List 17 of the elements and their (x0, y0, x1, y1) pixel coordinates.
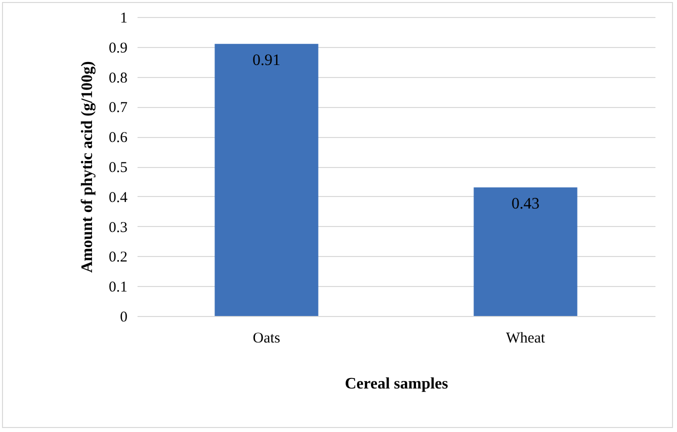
x-tick-label: Wheat (506, 330, 546, 346)
y-tick-label: 0.3 (108, 220, 128, 236)
y-tick-label: 0.7 (108, 100, 128, 116)
x-axis-title: Cereal samples (344, 376, 448, 392)
x-tick-label: Oats (252, 330, 280, 346)
y-tick-label: 0.1 (108, 280, 128, 296)
y-tick-label: 0.8 (108, 70, 128, 86)
y-tick-label: 0.5 (108, 160, 128, 176)
data-label: 0.91 (252, 52, 280, 69)
y-tick-label: 0.4 (108, 190, 128, 206)
y-tick-label: 0.6 (108, 130, 128, 146)
y-axis-title: Amount of phytic acid (g/100g) (78, 61, 96, 273)
data-label: 0.43 (512, 195, 540, 212)
y-tick-label: 0 (120, 310, 128, 326)
y-tick-label: 0.9 (108, 40, 128, 56)
y-tick-label: 1 (120, 10, 128, 26)
y-tick-label: 0.2 (108, 250, 128, 266)
